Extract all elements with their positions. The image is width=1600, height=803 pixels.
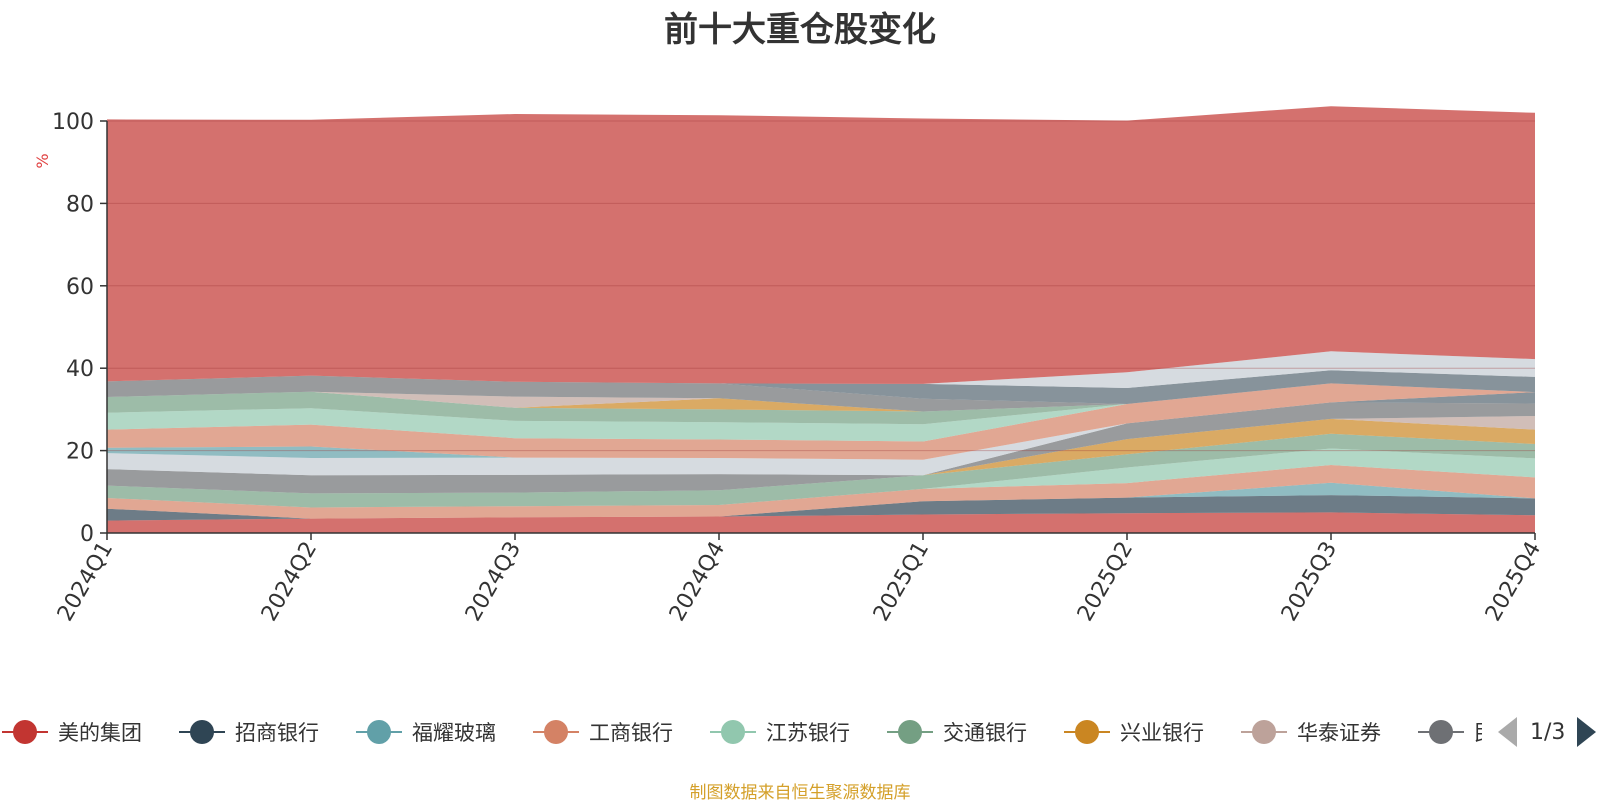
area-series-21[interactable]	[107, 106, 1535, 384]
area-series-7[interactable]	[107, 418, 1535, 494]
legend-marker-dot	[1252, 720, 1276, 744]
legend-marker-dot	[898, 720, 922, 744]
legend-item[interactable]: 福耀玻璃	[354, 712, 496, 752]
legend-marker-icon	[354, 717, 404, 747]
data-source-note: 制图数据来自恒生聚源数据库	[689, 783, 911, 803]
legend-item[interactable]: 江苏银行	[708, 712, 850, 752]
y-tick-label: 40	[66, 357, 94, 382]
legend-item[interactable]: 兴业银行	[1062, 712, 1204, 752]
area-series-20[interactable]	[107, 351, 1535, 388]
legend-item[interactable]: 交通银行	[885, 712, 1027, 752]
legend-next-page-button[interactable]	[1577, 717, 1597, 747]
area-series-17[interactable]	[107, 383, 1535, 412]
legend-marker-dot	[190, 720, 214, 744]
area-series-18[interactable]	[107, 375, 1535, 412]
legend-marker-icon	[708, 717, 758, 747]
legend-label: 江苏银行	[766, 721, 850, 745]
legend-label: 华泰证券	[1297, 721, 1381, 745]
chart-title: 前十大重仓股变化	[664, 10, 936, 50]
x-tick-label: 2025Q4	[1481, 538, 1546, 626]
legend-marker-icon	[0, 717, 50, 747]
legend-item[interactable]: 招商银行	[177, 712, 319, 752]
legend-prev-page-button[interactable]	[1498, 717, 1517, 747]
legend-marker-dot	[1429, 720, 1453, 744]
area-series-19[interactable]	[107, 370, 1535, 404]
legend-marker-dot	[1075, 720, 1099, 744]
area-series-13[interactable]	[107, 383, 1535, 460]
area-series-14[interactable]	[107, 383, 1535, 442]
area-series-16[interactable]	[107, 383, 1535, 412]
legend-marker-icon	[1416, 717, 1466, 747]
y-axis-label: %	[33, 153, 52, 168]
legend-marker-dot	[721, 720, 745, 744]
area-series-9[interactable]	[107, 402, 1535, 494]
legend-item[interactable]: 华泰证券	[1239, 712, 1381, 752]
y-tick-label: 80	[66, 192, 94, 217]
x-tick-label: 2025Q1	[869, 538, 934, 626]
legend-marker-icon	[1239, 717, 1289, 747]
legend-label: 福耀玻璃	[412, 721, 496, 745]
legend-marker-icon	[1062, 717, 1112, 747]
legend-marker-icon	[177, 717, 227, 747]
legend: 美的集团 招商银行 福耀玻璃 工商银行 江苏银行 交通银行 兴业银行 华泰证券 民生银行 1/3	[0, 712, 1600, 752]
legend-label: 民生银行	[1474, 717, 1482, 747]
x-tick-label: 2024Q1	[53, 538, 118, 626]
legend-marker-dot	[544, 720, 568, 744]
legend-marker-icon	[885, 717, 935, 747]
y-tick-label: 20	[66, 440, 94, 465]
x-tick-label: 2024Q2	[257, 538, 322, 626]
stacked-areas	[107, 106, 1535, 533]
area-series-2[interactable]	[107, 495, 1535, 521]
area-series-15[interactable]	[107, 383, 1535, 425]
legend-marker-dot	[367, 720, 391, 744]
area-series-11[interactable]	[107, 392, 1535, 476]
legend-pager: 1/3	[1498, 712, 1598, 752]
legend-label: 招商银行	[235, 721, 319, 745]
legend-label: 工商银行	[589, 721, 673, 745]
legend-label: 美的集团	[58, 721, 142, 745]
legend-label: 交通银行	[943, 721, 1027, 745]
y-tick-label: 60	[66, 275, 94, 300]
area-series-10[interactable]	[107, 392, 1535, 476]
y-tick-label: 100	[52, 110, 94, 135]
area-series-4[interactable]	[107, 465, 1535, 519]
legend-label: 兴业银行	[1120, 721, 1204, 745]
x-tick-label: 2024Q3	[461, 538, 526, 626]
legend-item[interactable]: 民生银行	[1416, 712, 1482, 752]
legend-items: 美的集团 招商银行 福耀玻璃 工商银行 江苏银行 交通银行 兴业银行 华泰证券 民生银行	[0, 712, 1482, 752]
area-series-1[interactable]	[107, 512, 1535, 533]
x-tick-label: 2025Q2	[1073, 538, 1138, 626]
area-series-5[interactable]	[107, 448, 1535, 508]
legend-item[interactable]: 美的集团	[0, 712, 142, 752]
legend-page-indicator: 1/3	[1530, 719, 1566, 745]
legend-marker-icon	[531, 717, 581, 747]
area-series-12[interactable]	[107, 392, 1535, 460]
legend-marker-dot	[13, 720, 37, 744]
y-tick-label: 0	[80, 522, 94, 547]
legend-item[interactable]: 工商银行	[531, 712, 673, 752]
x-tick-label: 2025Q3	[1277, 538, 1342, 626]
x-tick-label: 2024Q4	[665, 538, 730, 626]
area-series-6[interactable]	[107, 433, 1535, 508]
